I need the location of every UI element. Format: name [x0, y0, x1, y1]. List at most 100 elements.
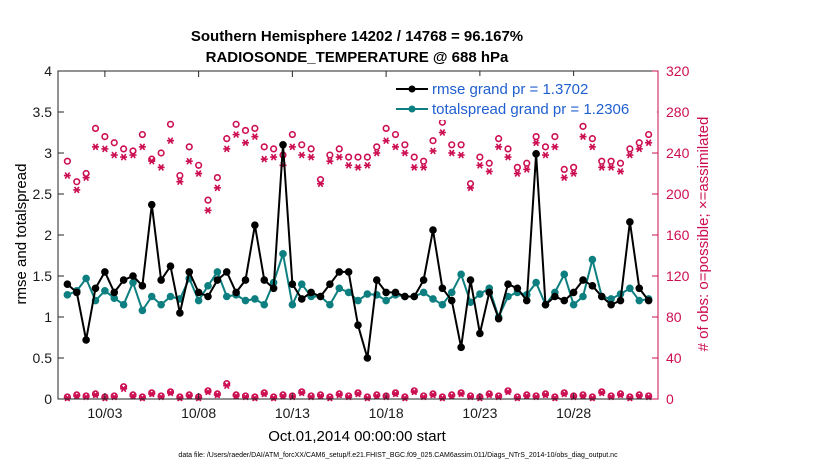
obs-possible-marker [270, 145, 278, 153]
obs-assimilated-marker [485, 167, 493, 175]
obs-assimilated-marker [448, 149, 456, 157]
totalspread-point [222, 292, 231, 301]
rmse-point [457, 343, 465, 352]
asterisk-stroke [327, 394, 333, 402]
x-tick-label: 10/23 [462, 405, 497, 421]
totalspread-point [560, 270, 569, 279]
obs-possible-marker [298, 388, 306, 396]
asterisk-stroke [214, 391, 221, 399]
asterisk-stroke [92, 143, 99, 151]
obs-possible-marker [354, 153, 362, 161]
asterisk-stroke [111, 151, 118, 159]
totalspread-point [476, 290, 484, 298]
obs-possible-marker [598, 157, 606, 165]
obs-assimilated-marker [120, 153, 128, 161]
x-tick-label: 10/18 [369, 405, 404, 421]
obs-assimilated-marker [148, 390, 156, 398]
obs-possible-marker [373, 391, 381, 399]
asterisk-stroke [233, 131, 239, 139]
rmse-point [597, 292, 606, 301]
totalspread-point [279, 250, 287, 258]
obs-possible-marker [645, 130, 653, 139]
totalspread-point [335, 284, 344, 293]
rmse-point [391, 288, 400, 297]
x-axis-label: Oct.01,2014 00:00:00 start [268, 428, 446, 445]
rmse-point [147, 200, 156, 209]
asterisk-stroke [514, 170, 521, 177]
obs-possible-marker [110, 139, 118, 147]
obs-assimilated-marker [560, 390, 568, 398]
obs-assimilated-marker [326, 394, 334, 402]
obs-assimilated-marker [588, 143, 596, 151]
obs-possible-marker [476, 153, 484, 161]
obs-assimilated-marker [504, 388, 512, 396]
obs-assimilated-marker [298, 389, 306, 397]
obs-assimilated-marker [495, 143, 503, 151]
obs-assimilated-marker [260, 390, 268, 398]
asterisk-stroke [523, 165, 530, 173]
asterisk-stroke [486, 391, 493, 399]
asterisk-stroke [139, 394, 146, 402]
asterisk-stroke [627, 394, 633, 402]
y-tick-label: 3.5 [33, 104, 53, 120]
asterisk-stroke [130, 392, 136, 400]
asterisk-stroke [542, 151, 549, 159]
obs-possible-marker [345, 153, 353, 161]
obs-possible-marker [176, 393, 184, 401]
asterisk-stroke [608, 163, 614, 171]
obs-possible-marker [120, 145, 128, 153]
obs-possible-marker [570, 163, 578, 171]
asterisk-stroke [373, 392, 380, 400]
obs-possible-marker [148, 389, 156, 397]
legend-rmse-label: rmse grand pr = 1.3702 [432, 81, 588, 98]
totalspread-point [129, 278, 137, 287]
totalspread-point [326, 300, 334, 309]
obs-possible-marker [204, 196, 212, 204]
totalspread-point [157, 300, 165, 309]
asterisk-stroke [598, 163, 605, 171]
obs-assimilated-marker [270, 394, 278, 402]
obs-assimilated-marker [213, 184, 221, 192]
asterisk-stroke [589, 143, 596, 151]
obs-assimilated-marker [429, 391, 437, 399]
obs-assimilated-marker [167, 137, 174, 145]
obs-assimilated-marker [354, 163, 362, 171]
asterisk-stroke [223, 382, 230, 390]
obs-assimilated-marker [232, 392, 240, 400]
y2-tick-label: 80 [666, 309, 682, 325]
obs-assimilated-marker [420, 163, 428, 171]
obs-assimilated-marker [363, 161, 371, 169]
obs-possible-marker [448, 391, 456, 399]
obs-possible-marker [63, 157, 71, 165]
totalspread-point [241, 296, 250, 305]
asterisk-stroke [552, 394, 558, 402]
y-tick-label: 1.5 [33, 268, 53, 284]
obs-assimilated-marker [635, 145, 643, 153]
obs-possible-marker [382, 124, 390, 132]
obs-assimilated-marker [232, 131, 240, 139]
rmse-point [110, 288, 119, 297]
asterisk-stroke [439, 394, 446, 402]
obs-assimilated-marker [213, 391, 221, 399]
asterisk-stroke [130, 151, 136, 159]
legend-box [392, 76, 657, 120]
obs-possible-marker [185, 391, 193, 399]
obs-assimilated-marker [373, 392, 381, 400]
asterisk-stroke [73, 392, 80, 400]
obs-assimilated-marker [270, 153, 278, 161]
asterisk-stroke [223, 145, 230, 153]
obs-possible-marker [260, 143, 268, 151]
obs-assimilated-marker [204, 206, 212, 214]
obs-possible-marker [391, 130, 400, 139]
obs-assimilated-marker [317, 180, 324, 188]
asterisk-stroke [392, 390, 399, 398]
obs-possible-marker [523, 159, 531, 167]
asterisk-stroke [83, 174, 89, 182]
obs-possible-marker [91, 390, 100, 398]
obs-assimilated-marker [326, 157, 334, 165]
obs-assimilated-marker [279, 392, 287, 400]
obs-possible-marker [260, 389, 268, 397]
obs-assimilated-marker [523, 392, 531, 400]
obs-assimilated-marker [335, 153, 343, 161]
obs-possible-marker [335, 390, 343, 398]
